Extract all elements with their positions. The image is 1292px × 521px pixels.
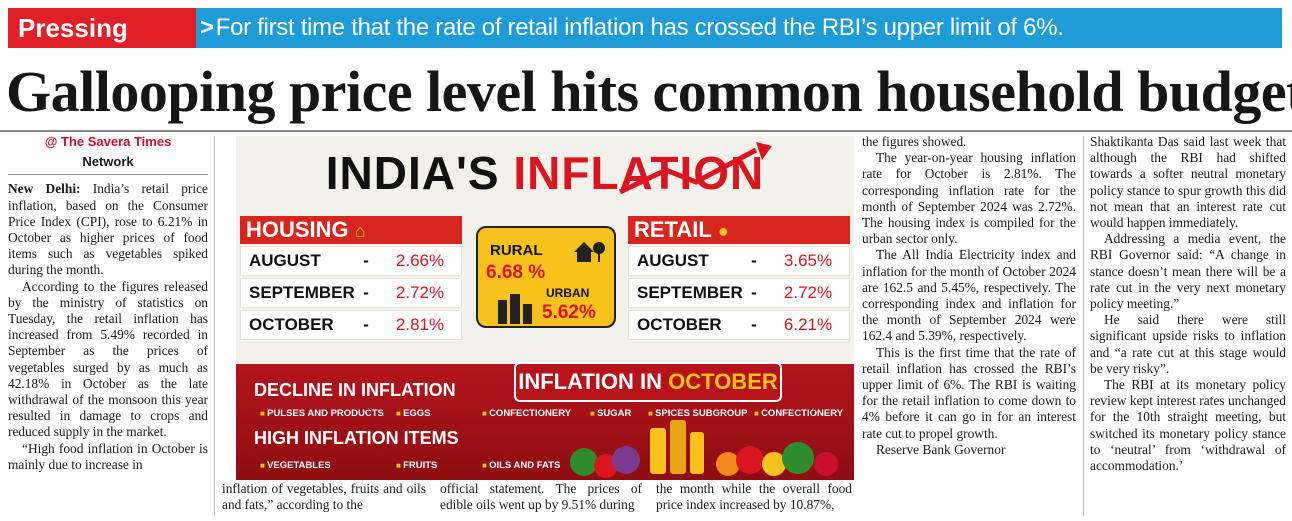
pressing-issue-tag: Pressing Issue — [8, 8, 196, 83]
article-column-5: Shaktikanta Das said last week that alth… — [1090, 134, 1286, 521]
paragraph: Reserve Bank Governor — [876, 441, 1006, 457]
separator-dash: - — [751, 251, 757, 270]
article-column-3: official statement. The prices of edible… — [440, 481, 642, 513]
article-column-2: inflation of vegetables, fruits and oils… — [222, 481, 426, 513]
paragraph: According to the figures released by the… — [8, 278, 208, 440]
retail-month: AUGUST — [637, 251, 709, 270]
headline-rule — [0, 130, 1292, 132]
paragraph: “High food inflation in October is mainl… — [8, 440, 208, 472]
retail-header: RETAIL ● — [628, 216, 850, 244]
basket-icon: ● — [717, 221, 729, 241]
retail-row: OCTOBER - 6.21% — [628, 310, 850, 340]
rural-urban-badge: RURAL 6.68 % URBAN 5.62% — [476, 226, 616, 328]
infographic-title: INDIA'S INFLATION — [236, 146, 854, 200]
high-item: OILS AND FATS — [482, 460, 560, 471]
urban-value: 5.62% — [542, 302, 596, 323]
paragraph: Addressing a media event, the RBI Govern… — [1090, 231, 1286, 312]
decline-heading: DECLINE IN INFLATION — [254, 380, 456, 400]
high-item: VEGETABLES — [260, 460, 331, 471]
housing-header: HOUSING ⌂ — [240, 216, 462, 244]
retail-value: 2.72% — [783, 283, 833, 302]
housing-row: OCTOBER - 2.81% — [240, 310, 462, 340]
urban-label: URBAN — [546, 286, 590, 300]
article-column-4-start: the month while the overall food price i… — [656, 481, 852, 513]
column-divider — [214, 136, 215, 516]
housing-month: SEPTEMBER — [249, 283, 355, 302]
byline-network: Network — [8, 154, 208, 176]
retail-label: RETAIL — [634, 217, 712, 242]
infographic-title-part2: INFLATION — [513, 147, 765, 199]
rural-label: RURAL — [490, 242, 543, 259]
separator-dash: - — [363, 315, 369, 334]
october-tag-part2: OCTOBER — [668, 369, 778, 394]
separator-dash: - — [751, 283, 757, 302]
decline-item: PULSES AND PRODUCTS — [260, 408, 384, 419]
housing-panel: HOUSING ⌂ AUGUST - 2.66% SEPTEMBER - 2.72% OC… — [240, 216, 462, 340]
village-icon — [574, 242, 605, 262]
retail-month: SEPTEMBER — [637, 283, 743, 302]
decline-item: SUGAR — [590, 408, 631, 419]
inflation-infographic: INDIA'S INFLATION HOUSING ⌂ AUGUST - 2.66% … — [236, 136, 854, 480]
separator-dash: - — [363, 283, 369, 302]
inflation-in-october-tag: INFLATION IN OCTOBER — [514, 362, 782, 402]
house-icon: ⌂ — [354, 221, 366, 241]
rural-value: 6.68 % — [486, 262, 546, 283]
paragraph: He said there were still significant ups… — [1090, 312, 1286, 376]
october-tag-part1: INFLATION IN — [518, 369, 669, 394]
high-inflation-heading: HIGH INFLATION ITEMS — [254, 428, 459, 448]
article-column-1: @ The Savera Times Network New Delhi: In… — [8, 134, 208, 521]
housing-value: 2.72% — [395, 283, 445, 302]
housing-row: AUGUST - 2.66% — [240, 246, 462, 276]
retail-value: 3.65% — [783, 251, 833, 270]
column-divider — [1083, 136, 1084, 516]
issue-summary-text: For first time that the rate of retail i… — [215, 14, 1064, 41]
separator-dash: - — [751, 315, 757, 334]
retail-month: OCTOBER — [637, 315, 722, 334]
issue-summary: >For first time that the rate of retail … — [196, 8, 1282, 48]
trend-arrow-icon — [618, 142, 772, 195]
housing-value: 2.66% — [395, 251, 445, 270]
infographic-title-part1: INDIA'S — [325, 147, 514, 199]
housing-month: AUGUST — [249, 251, 321, 270]
separator-dash: - — [363, 251, 369, 270]
paragraph-lead-text: India’s retail price inflation, based on… — [8, 181, 208, 278]
building-icon — [498, 294, 532, 324]
decline-item: CONFECTIONERY — [482, 408, 571, 419]
decline-item: CONFECTIONERY — [754, 408, 843, 419]
article-column-4: the figures showed. The year-on-year hou… — [862, 134, 1076, 521]
headline: Gallooping price level hits common house… — [6, 59, 1292, 124]
issue-banner: Pressing Issue >For first time that the … — [0, 0, 1292, 83]
paragraph: Shaktikanta Das said last week that alth… — [1090, 134, 1286, 231]
retail-value: 6.21% — [783, 315, 833, 334]
paragraph: the figures showed. — [862, 134, 967, 149]
housing-month: OCTOBER — [249, 315, 334, 334]
paragraph: The RBI at its monetary policy review ke… — [1090, 377, 1286, 474]
paragraph: The All India Electricity index and infl… — [862, 247, 1076, 344]
vegetables-fruits-oil-icon — [570, 420, 838, 478]
housing-value: 2.81% — [395, 315, 445, 334]
dateline: New Delhi: — [8, 181, 81, 197]
byline-source: @ The Savera Times — [44, 134, 172, 149]
high-item: FRUITS — [396, 460, 437, 471]
issue-arrow: > — [200, 14, 214, 41]
retail-row: AUGUST - 3.65% — [628, 246, 850, 276]
retail-row: SEPTEMBER - 2.72% — [628, 278, 850, 308]
paragraph-lead: New Delhi: India’s retail price inflatio… — [8, 181, 208, 278]
paragraph: The year-on-year housing inflation rate … — [862, 150, 1076, 247]
housing-label: HOUSING — [246, 217, 349, 242]
decline-item: SPICES SUBGROUP — [648, 408, 747, 419]
retail-panel: RETAIL ● AUGUST - 3.65% SEPTEMBER - 2.72% OCT… — [628, 216, 850, 340]
decline-item: EGGS — [396, 408, 430, 419]
housing-row: SEPTEMBER - 2.72% — [240, 278, 462, 308]
paragraph: This is the first time that the rate of … — [862, 344, 1076, 441]
